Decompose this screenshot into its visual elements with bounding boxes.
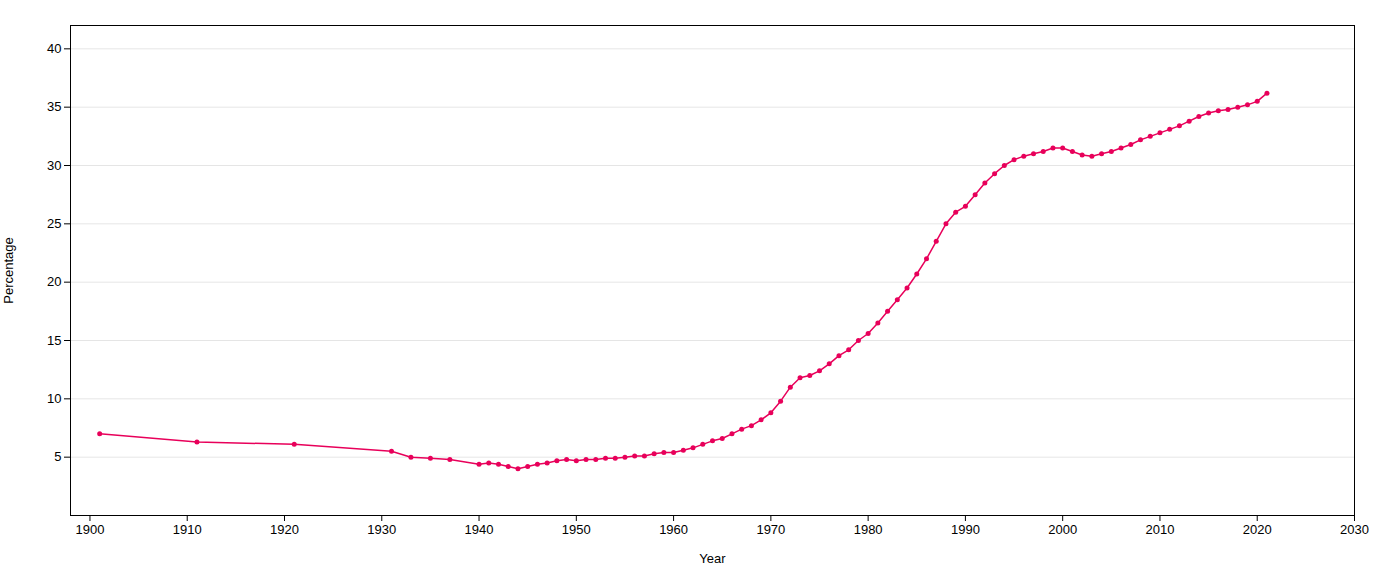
- svg-text:Percentage: Percentage: [1, 237, 16, 304]
- svg-text:15: 15: [47, 333, 61, 348]
- svg-text:40: 40: [47, 41, 61, 56]
- svg-text:2010: 2010: [1145, 522, 1174, 537]
- svg-text:35: 35: [47, 99, 61, 114]
- svg-text:20: 20: [47, 274, 61, 289]
- svg-text:1990: 1990: [951, 522, 980, 537]
- svg-text:25: 25: [47, 216, 61, 231]
- svg-text:1900: 1900: [75, 522, 104, 537]
- svg-text:1940: 1940: [465, 522, 494, 537]
- svg-text:Year: Year: [699, 551, 726, 565]
- svg-text:1910: 1910: [173, 522, 202, 537]
- svg-text:2020: 2020: [1243, 522, 1272, 537]
- svg-text:1960: 1960: [659, 522, 688, 537]
- svg-text:30: 30: [47, 158, 61, 173]
- svg-text:2030: 2030: [1340, 522, 1369, 537]
- svg-text:5: 5: [54, 449, 61, 464]
- svg-text:1950: 1950: [562, 522, 591, 537]
- svg-text:1930: 1930: [367, 522, 396, 537]
- svg-text:10: 10: [47, 391, 61, 406]
- svg-text:1980: 1980: [854, 522, 883, 537]
- svg-text:1970: 1970: [756, 522, 785, 537]
- svg-text:1920: 1920: [270, 522, 299, 537]
- svg-text:2000: 2000: [1048, 522, 1077, 537]
